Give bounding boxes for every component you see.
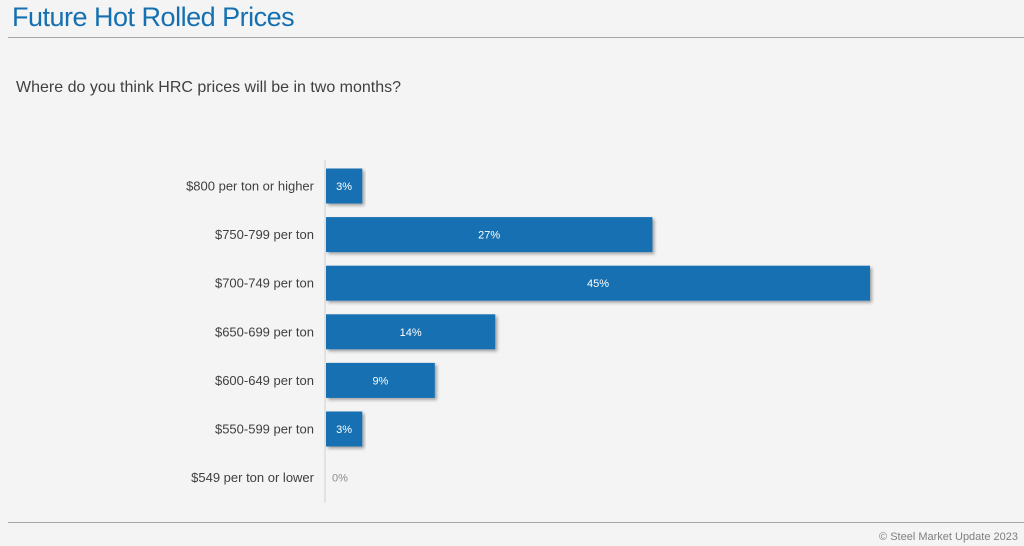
copyright-text: © Steel Market Update 2023	[879, 531, 1018, 543]
data-label: 9%	[372, 375, 388, 387]
data-label: 27%	[478, 230, 500, 242]
page-title: Future Hot Rolled Prices	[12, 2, 295, 32]
bar	[326, 314, 496, 350]
data-label: 3%	[336, 424, 352, 436]
footer-divider	[8, 522, 1024, 523]
data-label: 14%	[400, 327, 422, 339]
category-label: $549 per ton or lower	[191, 470, 315, 485]
category-label: $600-649 per ton	[215, 373, 314, 388]
bar	[326, 265, 870, 301]
bar	[326, 362, 435, 398]
bar	[326, 168, 363, 204]
category-label: $550-599 per ton	[215, 422, 314, 437]
category-label: $800 per ton or higher	[186, 179, 315, 194]
title-divider	[8, 37, 1024, 38]
survey-question: Where do you think HRC prices will be in…	[16, 79, 402, 96]
bar	[326, 411, 363, 447]
data-label: 45%	[587, 278, 609, 290]
category-label: $650-699 per ton	[215, 324, 314, 339]
data-label: 0%	[332, 473, 348, 485]
data-label: 3%	[336, 181, 352, 193]
category-label: $750-799 per ton	[215, 227, 314, 242]
bar	[326, 217, 653, 253]
category-label: $700-749 per ton	[215, 276, 314, 291]
